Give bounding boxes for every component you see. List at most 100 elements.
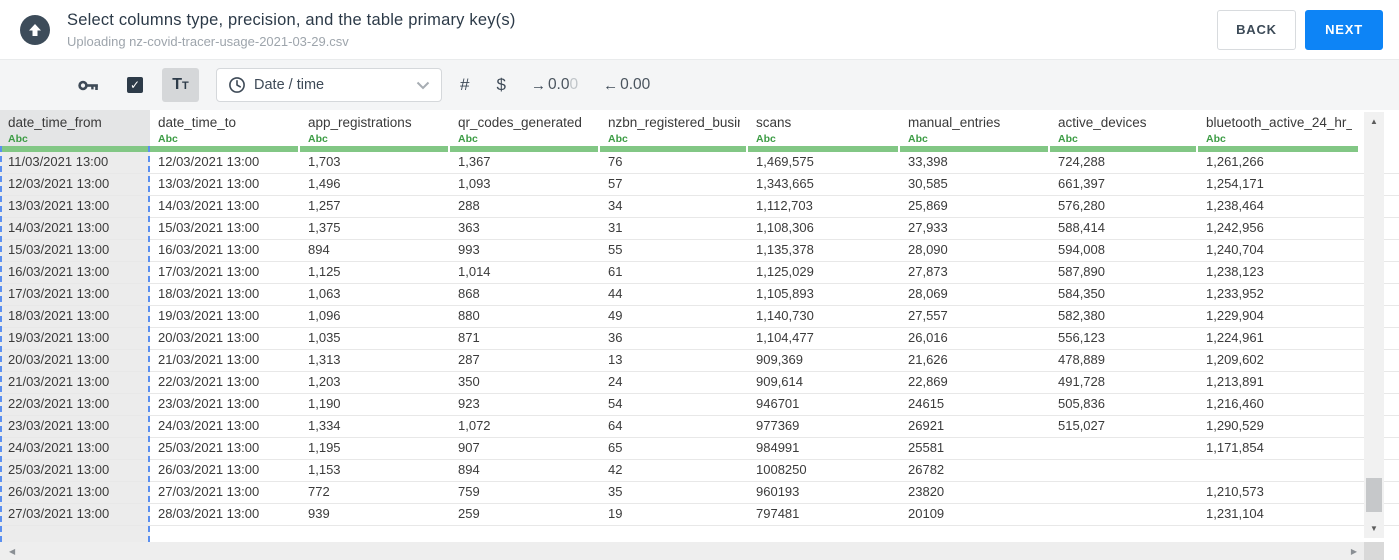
table-cell[interactable]: 14/03/2021 13:00 xyxy=(0,218,150,239)
table-cell[interactable]: 350 xyxy=(458,374,480,389)
table-cell[interactable]: 287 xyxy=(458,352,480,367)
table-cell[interactable]: 35 xyxy=(608,484,623,499)
table-cell[interactable]: 1,238,123 xyxy=(1206,264,1264,279)
table-cell[interactable]: 27/03/2021 13:00 xyxy=(158,484,260,499)
table-cell[interactable]: 22,869 xyxy=(908,374,948,389)
table-cell[interactable] xyxy=(1050,504,1198,525)
table-cell[interactable]: 576,280 xyxy=(1058,198,1105,213)
table-cell[interactable]: 1008250 xyxy=(756,462,807,477)
table-cell[interactable]: 25581 xyxy=(908,440,945,455)
table-cell[interactable]: 960193 xyxy=(756,484,800,499)
column-header-nzbn_registered_busine[interactable]: nzbn_registered_busine Abc xyxy=(600,110,748,146)
table-cell[interactable]: 26/03/2021 13:00 xyxy=(158,462,260,477)
table-cell[interactable]: 1,375 xyxy=(308,220,341,235)
table-cell[interactable]: 25,869 xyxy=(908,198,948,213)
table-cell[interactable]: 1,238,464 xyxy=(1206,198,1264,213)
table-cell[interactable]: 363 xyxy=(458,220,480,235)
scroll-down-icon[interactable]: ▼ xyxy=(1370,524,1378,533)
table-cell[interactable]: 515,027 xyxy=(1058,418,1105,433)
table-cell[interactable]: 49 xyxy=(608,308,623,323)
column-header-active_devices[interactable]: active_devices Abc xyxy=(1050,110,1198,146)
table-cell[interactable]: 478,889 xyxy=(1058,352,1105,367)
table-cell[interactable]: 1,216,460 xyxy=(1206,396,1264,411)
number-type-button[interactable]: # xyxy=(460,75,470,94)
table-cell[interactable]: 1,105,893 xyxy=(756,286,814,301)
table-cell[interactable]: 797481 xyxy=(756,506,800,521)
text-type-button[interactable]: Tt xyxy=(162,68,199,102)
table-cell[interactable]: 20/03/2021 13:00 xyxy=(0,350,150,371)
table-cell[interactable]: 594,008 xyxy=(1058,242,1105,257)
table-cell[interactable]: 26/03/2021 13:00 xyxy=(0,482,150,503)
table-cell[interactable]: 1,233,952 xyxy=(1206,286,1264,301)
table-cell[interactable]: 12/03/2021 13:00 xyxy=(158,154,260,169)
precision-left-button[interactable]: ← 0.00 xyxy=(603,76,650,94)
table-cell[interactable]: 26782 xyxy=(908,462,945,477)
table-cell[interactable]: 1,213,891 xyxy=(1206,374,1264,389)
table-cell[interactable]: 556,123 xyxy=(1058,330,1105,345)
table-cell[interactable]: 1,125 xyxy=(308,264,341,279)
table-cell[interactable]: 1,209,602 xyxy=(1206,352,1264,367)
table-cell[interactable]: 1,093 xyxy=(458,176,491,191)
table-cell[interactable]: 1,242,956 xyxy=(1206,220,1264,235)
table-cell[interactable]: 1,496 xyxy=(308,176,341,191)
table-cell[interactable]: 923 xyxy=(458,396,480,411)
table-cell[interactable]: 17/03/2021 13:00 xyxy=(0,284,150,305)
table-cell[interactable]: 1,104,477 xyxy=(756,330,814,345)
table-cell[interactable]: 18/03/2021 13:00 xyxy=(0,306,150,327)
table-cell[interactable]: 1,210,573 xyxy=(1206,484,1264,499)
table-cell[interactable]: 65 xyxy=(608,440,623,455)
table-cell[interactable]: 1,190 xyxy=(308,396,341,411)
table-cell[interactable]: 57 xyxy=(608,176,623,191)
table-cell[interactable]: 23/03/2021 13:00 xyxy=(158,396,260,411)
table-cell[interactable]: 76 xyxy=(608,154,623,169)
table-cell[interactable]: 1,257 xyxy=(308,198,341,213)
table-cell[interactable]: 23820 xyxy=(908,484,945,499)
table-cell[interactable]: 909,614 xyxy=(756,374,803,389)
table-cell[interactable]: 15/03/2021 13:00 xyxy=(158,220,260,235)
table-cell[interactable]: 894 xyxy=(308,242,330,257)
table-cell[interactable]: 724,288 xyxy=(1058,154,1105,169)
table-cell[interactable]: 12/03/2021 13:00 xyxy=(0,174,150,195)
table-cell[interactable]: 1,153 xyxy=(308,462,341,477)
table-cell[interactable]: 1,063 xyxy=(308,286,341,301)
next-button[interactable]: NEXT xyxy=(1305,9,1383,50)
table-cell[interactable]: 582,380 xyxy=(1058,308,1105,323)
column-header-bluetooth_active_24_hr_[interactable]: bluetooth_active_24_hr_ Abc xyxy=(1198,110,1360,146)
back-button[interactable]: BACK xyxy=(1217,9,1296,50)
table-cell[interactable]: 21,626 xyxy=(908,352,948,367)
table-cell[interactable]: 28,090 xyxy=(908,242,948,257)
column-header-qr_codes_generated[interactable]: qr_codes_generated Abc xyxy=(450,110,600,146)
column-header-date_time_to[interactable]: date_time_to Abc xyxy=(150,110,300,146)
table-cell[interactable]: 27,933 xyxy=(908,220,948,235)
column-header-date_time_from[interactable]: date_time_from Abc xyxy=(0,110,150,146)
table-cell[interactable]: 1,203 xyxy=(308,374,341,389)
table-cell[interactable]: 28,069 xyxy=(908,286,948,301)
table-cell[interactable]: 42 xyxy=(608,462,623,477)
scroll-right-icon[interactable]: ▶ xyxy=(1350,547,1357,556)
table-cell[interactable]: 588,414 xyxy=(1058,220,1105,235)
table-cell[interactable]: 1,229,904 xyxy=(1206,308,1264,323)
table-cell[interactable]: 22/03/2021 13:00 xyxy=(0,394,150,415)
table-cell[interactable]: 1,334 xyxy=(308,418,341,433)
table-cell[interactable]: 1,135,378 xyxy=(756,242,814,257)
table-cell[interactable]: 25/03/2021 13:00 xyxy=(0,460,150,481)
table-cell[interactable]: 1,125,029 xyxy=(756,264,814,279)
table-cell[interactable]: 1,224,961 xyxy=(1206,330,1264,345)
column-header-scans[interactable]: scans Abc xyxy=(748,110,900,146)
table-cell[interactable]: 909,369 xyxy=(756,352,803,367)
table-cell[interactable]: 1,343,665 xyxy=(756,176,814,191)
table-cell[interactable]: 13 xyxy=(608,352,623,367)
table-cell[interactable]: 26,016 xyxy=(908,330,948,345)
vertical-scrollbar[interactable]: ▲ ▼ xyxy=(1364,112,1384,538)
table-cell[interactable]: 30,585 xyxy=(908,176,948,191)
table-cell[interactable]: 19/03/2021 13:00 xyxy=(158,308,260,323)
table-cell[interactable]: 55 xyxy=(608,242,623,257)
table-cell[interactable]: 22/03/2021 13:00 xyxy=(158,374,260,389)
table-cell[interactable]: 19 xyxy=(608,506,623,521)
table-cell[interactable]: 1,096 xyxy=(308,308,341,323)
precision-right-button[interactable]: → 0.00 xyxy=(531,76,578,94)
table-cell[interactable]: 14/03/2021 13:00 xyxy=(158,198,260,213)
table-cell[interactable]: 259 xyxy=(458,506,480,521)
table-cell[interactable]: 894 xyxy=(458,462,480,477)
table-cell[interactable]: 36 xyxy=(608,330,623,345)
